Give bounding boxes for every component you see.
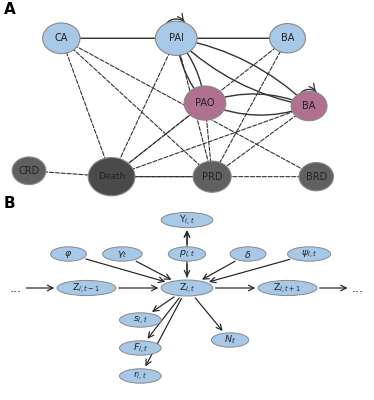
Text: $\gamma_t$: $\gamma_t$	[117, 248, 128, 260]
Ellipse shape	[120, 369, 161, 383]
Circle shape	[43, 23, 80, 54]
Text: BA: BA	[281, 33, 294, 43]
Text: $\varphi$: $\varphi$	[64, 248, 73, 260]
Circle shape	[88, 158, 135, 196]
Text: $r_{i,t}$: $r_{i,t}$	[134, 370, 147, 382]
Text: ...: ...	[352, 282, 364, 294]
Text: $\mathrm{Y}_{i,t}$: $\mathrm{Y}_{i,t}$	[179, 213, 195, 227]
Text: $\delta$: $\delta$	[244, 248, 252, 260]
Circle shape	[291, 91, 327, 121]
Text: ...: ...	[10, 282, 22, 294]
Circle shape	[184, 86, 226, 120]
Ellipse shape	[288, 247, 331, 261]
Circle shape	[156, 21, 197, 55]
Text: $\mathrm{Z}_{i,t}$: $\mathrm{Z}_{i,t}$	[179, 281, 195, 295]
Text: A: A	[4, 2, 16, 17]
Text: Death: Death	[98, 172, 125, 181]
Text: PAO: PAO	[195, 98, 215, 108]
Circle shape	[270, 24, 306, 53]
Text: $F_{i,t}$: $F_{i,t}$	[132, 341, 148, 355]
Ellipse shape	[161, 212, 213, 228]
Text: $\mathrm{Z}_{i,t+1}$: $\mathrm{Z}_{i,t+1}$	[273, 281, 301, 295]
Text: BA: BA	[303, 101, 316, 111]
Ellipse shape	[120, 313, 161, 327]
Ellipse shape	[161, 280, 213, 296]
Ellipse shape	[211, 333, 249, 347]
Ellipse shape	[230, 247, 266, 261]
Text: B: B	[4, 196, 15, 211]
Ellipse shape	[50, 247, 86, 261]
Text: PAI: PAI	[169, 33, 184, 43]
Text: $N_t$: $N_t$	[224, 334, 236, 346]
Text: CRD: CRD	[18, 166, 40, 176]
Ellipse shape	[102, 247, 142, 261]
Text: PRD: PRD	[202, 172, 223, 182]
Text: BRD: BRD	[306, 172, 327, 182]
Circle shape	[193, 161, 231, 192]
Text: $p_{i,t}$: $p_{i,t}$	[179, 248, 195, 260]
Ellipse shape	[120, 341, 161, 355]
Ellipse shape	[57, 280, 116, 296]
Text: $s_{i,t}$: $s_{i,t}$	[133, 314, 148, 326]
Circle shape	[299, 162, 334, 191]
Ellipse shape	[168, 247, 206, 261]
Text: $\mathrm{Z}_{i,t-1}$: $\mathrm{Z}_{i,t-1}$	[73, 281, 101, 295]
Text: $\psi_{i,t}$: $\psi_{i,t}$	[301, 248, 317, 260]
Text: CA: CA	[55, 33, 68, 43]
Ellipse shape	[258, 280, 317, 296]
Circle shape	[12, 157, 46, 185]
